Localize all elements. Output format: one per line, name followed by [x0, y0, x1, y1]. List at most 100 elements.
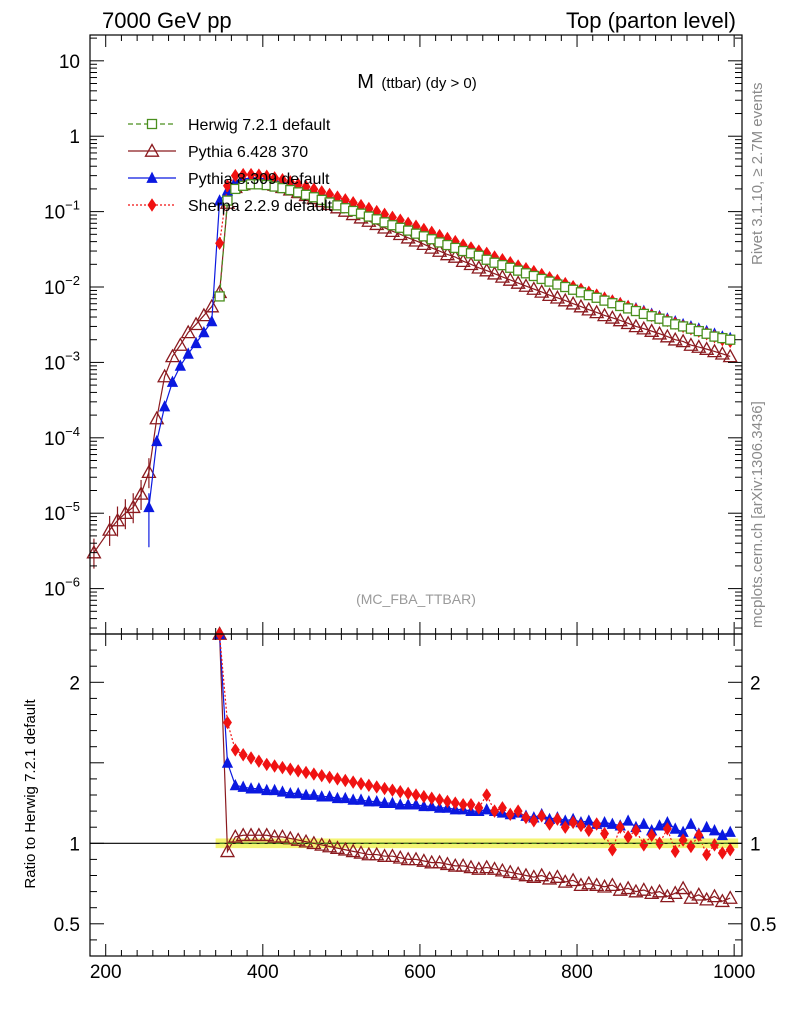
- bot-sherpa-point: [458, 797, 468, 812]
- bot-pythia6-point: [361, 846, 377, 861]
- main-pythia6-point: [549, 289, 566, 304]
- legend-pythia8-marker: [146, 171, 158, 183]
- bot-sherpa-point: [717, 846, 727, 860]
- main-pythia6-point: [612, 312, 628, 327]
- bot-pythia6-point: [722, 890, 738, 904]
- bot-pythia8-point: [685, 817, 697, 829]
- bot-sherpa-point: [529, 814, 539, 828]
- y-tick-label: 10−6: [44, 575, 80, 601]
- y-tick-mantissa: 10: [44, 429, 65, 450]
- bot-sherpa-point: [655, 836, 664, 851]
- bot-sherpa-point: [490, 804, 500, 818]
- bot-sherpa-point: [317, 768, 327, 783]
- y-tick-label: 10−2: [44, 273, 80, 299]
- side-label-bottom: mcplots.cern.ch [arXiv:1306.3436]: [749, 401, 766, 628]
- main-pythia6-point: [431, 243, 448, 257]
- main-pythia8-point: [158, 400, 171, 412]
- main-pythia6-point: [149, 410, 165, 425]
- main-pythia8-point: [213, 194, 226, 206]
- y-tick-mantissa: 10: [44, 278, 65, 299]
- main-pythia6-point: [471, 259, 487, 274]
- bot-pythia8-point: [261, 783, 273, 796]
- y-tick-exponent: −6: [65, 575, 80, 590]
- bot-pythia8-point: [716, 828, 729, 841]
- main-pythia8-point: [143, 500, 155, 513]
- bot-pythia6-point: [345, 843, 361, 858]
- main-pythia6-point: [714, 345, 730, 360]
- bot-sherpa-point: [348, 775, 358, 789]
- main-pythia6-point: [510, 275, 526, 289]
- main-pythia6-point: [659, 328, 675, 343]
- ratio-y-tick-label-right: 0.5: [750, 915, 776, 936]
- bot-sherpa-point: [537, 809, 547, 823]
- main-pythia8-point: [190, 336, 202, 349]
- main-pythia6-point: [188, 316, 204, 331]
- bot-pythia6-point: [266, 829, 283, 843]
- bot-pythia8-point: [355, 793, 367, 805]
- main-pythia6-point: [141, 464, 157, 479]
- bot-sherpa-point: [560, 820, 570, 834]
- bot-sherpa-point: [403, 786, 413, 801]
- bot-pythia6-point: [479, 859, 495, 874]
- bot-sherpa-point: [309, 767, 319, 781]
- main-sherpa-point: [238, 167, 248, 182]
- bot-pythia8-point: [276, 785, 289, 797]
- bot-sherpa-point: [662, 822, 672, 836]
- bot-sherpa-point: [513, 804, 523, 818]
- ratio-y-tick-label-right: 2: [750, 673, 761, 694]
- bot-pythia6-point: [675, 880, 691, 895]
- bot-sherpa-point: [293, 764, 303, 778]
- legend-herwig-marker: [146, 118, 158, 130]
- bot-pythia6-point: [510, 866, 526, 880]
- tick-marks: [90, 35, 742, 956]
- main-sherpa-point: [230, 168, 240, 183]
- bot-pythia8-point: [481, 803, 493, 815]
- x-tick-label: 400: [247, 962, 279, 983]
- main-pythia6-point: [526, 281, 542, 295]
- bot-sherpa-point: [411, 788, 421, 802]
- header-left: 7000 GeV pp: [102, 8, 232, 33]
- y-tick-mantissa: 10: [44, 203, 65, 224]
- bot-pythia6-point: [636, 882, 652, 896]
- main-pythia6-point: [620, 315, 636, 330]
- main-sherpa-point: [222, 179, 232, 193]
- main-pythia6-point: [494, 269, 511, 283]
- bot-pythia6-point: [589, 877, 605, 892]
- main-pythia6-point: [699, 341, 715, 355]
- bot-sherpa-point: [332, 772, 342, 786]
- bot-pythia6-point: [219, 843, 236, 858]
- bot-sherpa-point: [521, 810, 531, 825]
- bot-pythia6-point: [400, 851, 416, 866]
- bot-pythia6-point: [392, 849, 408, 864]
- bot-sherpa-point: [725, 843, 735, 857]
- bot-sherpa-point: [285, 762, 295, 776]
- main-pythia6-point: [541, 287, 558, 301]
- main-pythia6-point: [196, 307, 212, 322]
- bot-sherpa-point: [427, 791, 437, 805]
- bot-sherpa-point: [670, 844, 680, 859]
- bot-sherpa-point: [372, 780, 382, 794]
- bot-pythia8-point: [418, 799, 430, 812]
- bot-pythia8-point: [708, 824, 721, 836]
- bot-pythia6-point: [321, 838, 338, 853]
- bot-pythia6-point: [369, 846, 385, 861]
- main-pythia6-point: [565, 295, 581, 310]
- bot-pythia6-point: [424, 854, 440, 869]
- main-pythia8-point: [174, 359, 186, 371]
- bot-pythia6-point: [408, 851, 424, 866]
- ratio-y-tick-label-left: 0.5: [54, 915, 80, 936]
- bot-pythia6-point: [667, 885, 683, 900]
- ratio-y-tick-label-left: 1: [69, 834, 80, 855]
- main-pythia6-point: [502, 272, 518, 286]
- main-pythia6-point: [604, 310, 620, 324]
- main-pythia6-point: [463, 256, 479, 271]
- main-pythia6-point: [125, 499, 141, 514]
- legend-pythia6-marker: [144, 143, 160, 157]
- bot-sherpa-point: [238, 748, 248, 762]
- bot-sherpa-line: [219, 634, 731, 856]
- x-tick-label: 800: [561, 962, 593, 983]
- main-pythia6-point: [636, 320, 652, 335]
- main-pythia6-point: [667, 331, 683, 346]
- bot-pythia6-point: [243, 827, 259, 842]
- bot-sherpa-point: [694, 828, 704, 842]
